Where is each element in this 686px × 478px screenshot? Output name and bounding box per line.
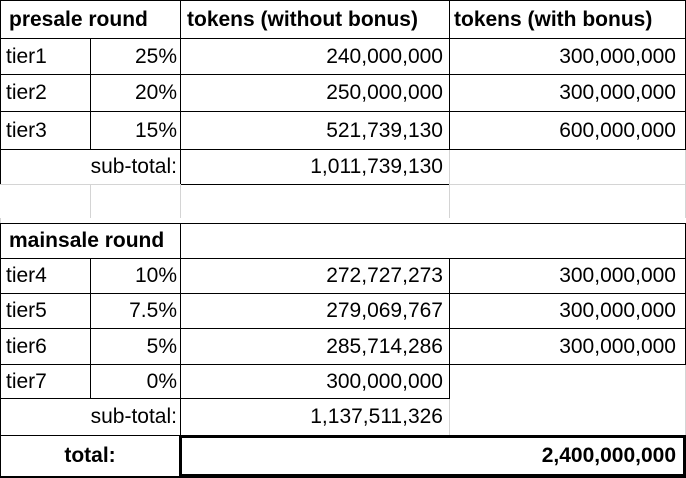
tokens-with-bonus [450, 365, 685, 398]
border [180, 0, 181, 184]
tier-name: tier2 [6, 81, 47, 104]
tier-name: tier6 [6, 334, 47, 358]
tokens-with-bonus-header: tokens (with bonus) [454, 7, 653, 31]
tier-name: tier7 [6, 369, 47, 393]
tokens-without-bonus: 250,000,000 [326, 81, 443, 104]
border [0, 0, 1, 184]
border [0, 223, 1, 478]
border [180, 223, 181, 435]
tokens-with-bonus: 600,000,000 [559, 118, 676, 142]
tier-name: tier5 [6, 299, 47, 322]
total-box-border [179, 474, 686, 477]
gridline [449, 150, 450, 218]
bonus-percent: 15% [134, 118, 177, 142]
border [0, 223, 686, 224]
gridline [449, 399, 450, 435]
total-box-border [179, 435, 182, 477]
gridline [90, 184, 91, 218]
mainsale-subtotal-value: 1,137,511,326 [310, 405, 443, 428]
tokens-without-bonus: 240,000,000 [326, 44, 443, 68]
tokens-without-bonus: 285,714,286 [326, 334, 443, 358]
border [0, 328, 686, 329]
bonus-percent: 25% [134, 44, 177, 68]
bonus-percent: 10% [134, 264, 177, 287]
tokens-with-bonus: 300,000,000 [559, 299, 676, 322]
border [0, 476, 686, 478]
presale-round-header: presale round [9, 7, 148, 31]
tokens-with-bonus: 300,000,000 [559, 264, 676, 287]
total-value: 2,400,000,000 [541, 444, 676, 467]
bonus-percent: 20% [134, 81, 177, 104]
tokens-without-bonus: 279,069,767 [326, 299, 443, 322]
border [0, 111, 686, 112]
border [0, 398, 449, 399]
presale-subtotal-value: 1,011,739,130 [310, 155, 443, 178]
bonus-percent: 0% [146, 369, 177, 393]
tokens-with-bonus: 300,000,000 [559, 334, 676, 358]
tokens-with-bonus: 300,000,000 [559, 44, 676, 68]
border [90, 38, 91, 150]
tokens-without-bonus: 300,000,000 [326, 369, 443, 393]
bonus-percent: 5% [146, 334, 177, 358]
tokens-with-bonus: 300,000,000 [559, 81, 676, 104]
border [90, 258, 91, 399]
border [0, 149, 686, 150]
presale-subtotal-label: sub-total: [90, 155, 177, 178]
gridline [0, 218, 1, 224]
border [449, 258, 450, 399]
mainsale-subtotal-label: sub-total: [90, 405, 177, 428]
tier-name: tier1 [6, 44, 47, 68]
border [449, 0, 450, 150]
border [0, 38, 686, 39]
mainsale-round-header: mainsale round [9, 229, 165, 252]
gridline [180, 184, 181, 218]
border [0, 293, 686, 294]
border [0, 364, 686, 365]
tier-name: tier3 [6, 118, 47, 142]
total-box-border [179, 435, 686, 438]
tier-name: tier4 [6, 264, 47, 287]
tokens-without-bonus: 521,739,130 [326, 118, 443, 142]
border [181, 184, 449, 185]
border [0, 74, 686, 75]
total-label: total: [64, 444, 116, 467]
tokens-without-bonus: 272,727,273 [326, 264, 443, 287]
border [0, 0, 686, 1]
tokens-without-bonus-header: tokens (without bonus) [187, 7, 418, 31]
bonus-percent: 7.5% [129, 299, 177, 322]
border [0, 258, 686, 259]
total-box-border [683, 435, 686, 477]
